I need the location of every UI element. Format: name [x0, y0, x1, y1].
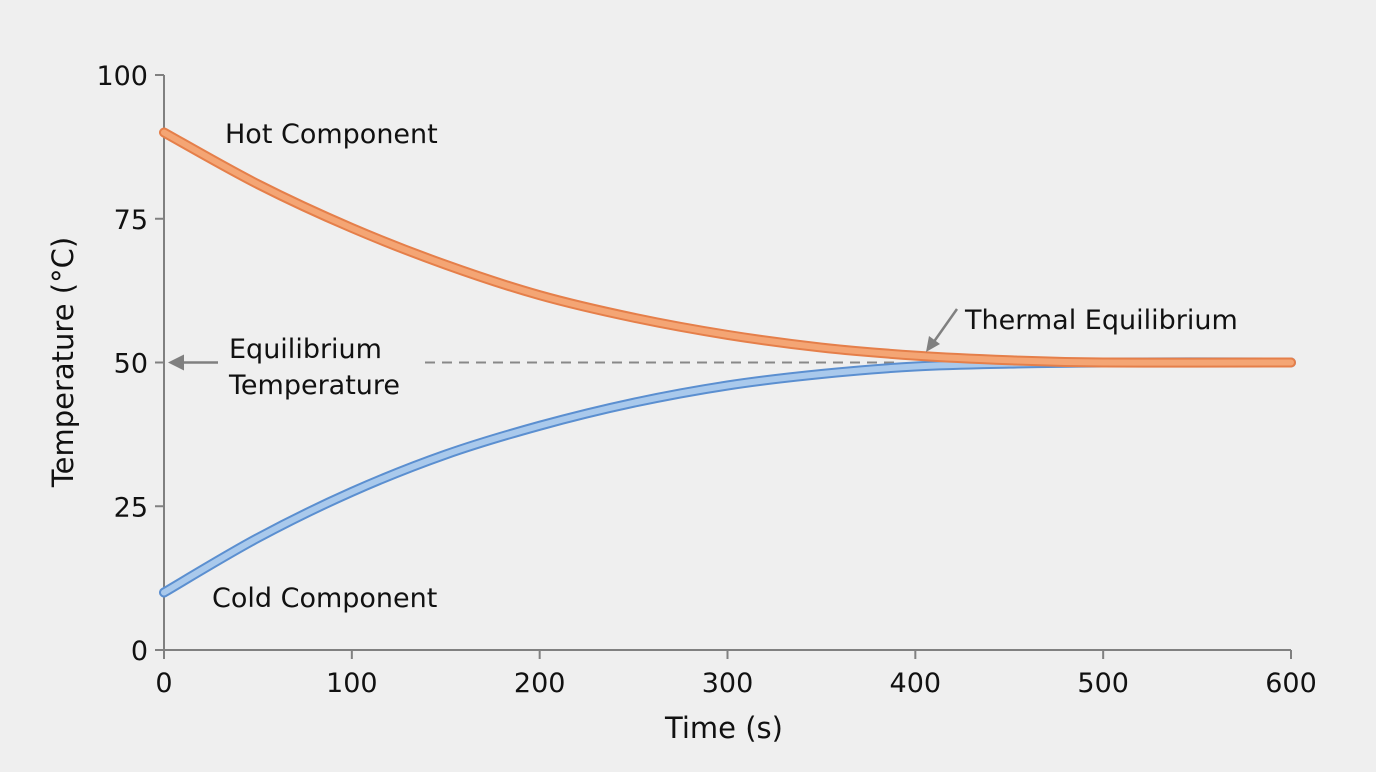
y-tick-label: 25 — [114, 492, 148, 523]
x-tick-label: 400 — [890, 668, 942, 699]
series-group — [159, 127, 1296, 598]
hot-component-line — [161, 129, 1294, 366]
x-tick-label: 0 — [155, 668, 172, 699]
arrow-head-icon — [168, 354, 184, 371]
y-tick-label: 75 — [114, 205, 148, 236]
x-tick-label: 200 — [514, 668, 566, 699]
y-tick-label: 0 — [131, 636, 148, 667]
x-tick-label: 300 — [702, 668, 754, 699]
axes: 0 25 50 75 100 0 100 200 300 400 500 600 — [96, 61, 1316, 699]
thermal-equilibrium-label: Thermal Equilibrium — [964, 305, 1238, 336]
x-tick-label: 600 — [1265, 668, 1317, 699]
thermal-equilibrium-arrow — [926, 308, 959, 352]
x-axis-title: Time (s) — [664, 711, 783, 745]
series-label-hot: Hot Component — [225, 119, 438, 150]
equilibrium-label-line1: Equilibrium — [229, 334, 382, 365]
y-axis-title: Temperature (°C) — [46, 237, 80, 488]
equilibrium-label-line2: Temperature — [228, 370, 400, 401]
x-tick-label: 100 — [326, 668, 378, 699]
x-tick-label: 500 — [1077, 668, 1129, 699]
arrow-head-icon — [926, 336, 940, 352]
y-tick-label: 50 — [114, 349, 148, 380]
equilibrium-arrow — [168, 354, 218, 371]
series-label-cold: Cold Component — [212, 583, 437, 614]
y-tick-label: 100 — [96, 61, 148, 92]
